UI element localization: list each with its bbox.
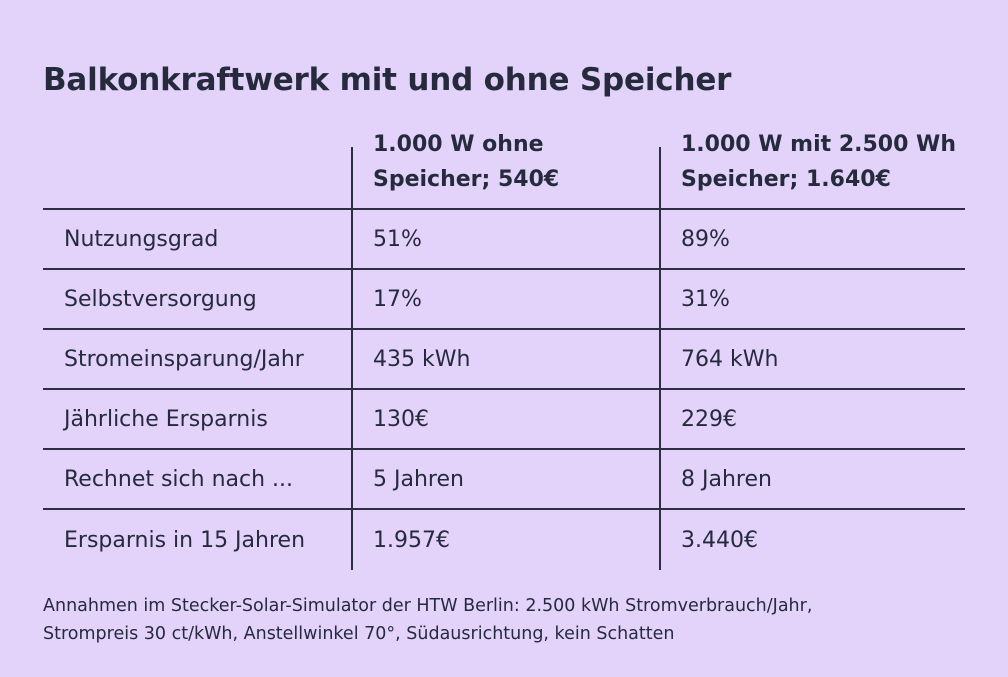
value-with-storage: 764 kWh (659, 330, 965, 388)
comparison-table: 1.000 W ohne Speicher; 540€ 1.000 W mit … (43, 125, 965, 570)
value-without-storage: 5 Jahren (351, 450, 659, 508)
header-line: Speicher; 1.640€ (681, 167, 891, 192)
row-label: Nutzungsgrad (64, 226, 219, 252)
value-with-storage: 89% (659, 210, 965, 268)
value-without-storage: 17% (351, 270, 659, 328)
table-row: Ersparnis in 15 Jahren 1.957€ 3.440€ (43, 510, 965, 570)
row-label: Stromeinsparung/Jahr (64, 346, 304, 372)
value-without-storage: 1.957€ (351, 510, 659, 570)
table-row: Nutzungsgrad 51% 89% (43, 210, 965, 270)
value-without-storage: 51% (351, 210, 659, 268)
value-without-storage: 130€ (351, 390, 659, 448)
header-with-storage: 1.000 W mit 2.500 Wh Speicher; 1.640€ (659, 132, 965, 208)
table-row: Selbstversorgung 17% 31% (43, 270, 965, 330)
row-label: Rechnet sich nach ... (64, 466, 294, 492)
footnote-line: Strompreis 30 ct/kWh, Anstellwinkel 70°,… (43, 624, 675, 644)
value-with-storage: 31% (659, 270, 965, 328)
table-header-row: 1.000 W ohne Speicher; 540€ 1.000 W mit … (43, 125, 965, 210)
footnote-line: Annahmen im Stecker-Solar-Simulator der … (43, 596, 813, 616)
value-with-storage: 8 Jahren (659, 450, 965, 508)
page-title: Balkonkraftwerk mit und ohne Speicher (43, 62, 732, 98)
header-without-storage: 1.000 W ohne Speicher; 540€ (351, 132, 659, 208)
row-label: Selbstversorgung (64, 286, 257, 312)
row-label: Ersparnis in 15 Jahren (64, 527, 306, 553)
header-line: 1.000 W mit 2.500 Wh (681, 132, 956, 157)
table-row: Jährliche Ersparnis 130€ 229€ (43, 390, 965, 450)
header-empty-cell (43, 125, 351, 208)
header-line: Speicher; 540€ (373, 167, 560, 192)
value-with-storage: 229€ (659, 390, 965, 448)
value-with-storage: 3.440€ (659, 510, 965, 570)
header-line: 1.000 W ohne (373, 132, 544, 157)
row-label: Jährliche Ersparnis (64, 406, 268, 432)
footnote: Annahmen im Stecker-Solar-Simulator der … (43, 592, 983, 648)
table-row: Stromeinsparung/Jahr 435 kWh 764 kWh (43, 330, 965, 390)
table-row: Rechnet sich nach ... 5 Jahren 8 Jahren (43, 450, 965, 510)
value-without-storage: 435 kWh (351, 330, 659, 388)
